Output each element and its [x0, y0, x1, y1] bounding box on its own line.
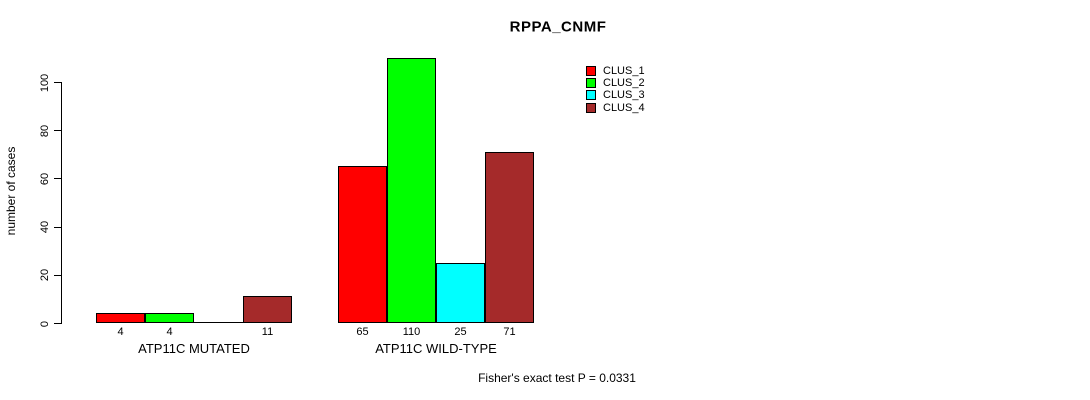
legend-swatch-icon	[586, 90, 596, 101]
y-tick	[54, 274, 61, 276]
chart-title: RPPA_CNMF	[509, 18, 607, 36]
legend-swatch-icon	[586, 66, 596, 76]
bar-clus_3-zero	[194, 322, 243, 323]
bar-value-label: 25	[454, 326, 467, 338]
y-tick-label: 40	[39, 220, 51, 234]
y-tick-label: 80	[39, 124, 51, 137]
bar-value-label: 65	[356, 326, 369, 338]
y-tick-label: 20	[39, 269, 51, 282]
annotation-text: Fisher's exact test P = 0.0331	[478, 371, 636, 385]
y-tick	[54, 323, 61, 324]
x-category-label: ATP11C WILD-TYPE	[375, 341, 497, 356]
y-tick-label: 0	[39, 320, 51, 327]
bar-value-label: 110	[402, 326, 421, 338]
bar-clus_2	[145, 313, 194, 323]
y-tick-label: 60	[39, 172, 51, 186]
bar-clus_4	[243, 296, 292, 323]
y-tick-label: 100	[39, 73, 51, 92]
y-tick	[54, 226, 61, 228]
y-tick	[54, 82, 61, 83]
legend-swatch-icon	[586, 78, 596, 89]
legend-label: CLUS_1	[603, 65, 645, 77]
bar-value-label: 4	[166, 326, 173, 338]
bar-clus_1	[96, 313, 145, 323]
y-tick	[54, 178, 61, 180]
bar-clus_2	[387, 58, 436, 323]
y-axis-line	[61, 82, 62, 324]
bar-clus_4	[485, 152, 534, 323]
y-axis-label: number of cases	[4, 146, 18, 236]
legend-swatch-icon	[586, 102, 596, 113]
bar-clus_3	[436, 263, 485, 323]
bar-value-label: 11	[261, 326, 274, 338]
x-category-label: ATP11C MUTATED	[138, 341, 250, 356]
bar-value-label: 71	[503, 326, 516, 338]
y-tick	[54, 130, 61, 132]
legend-label: CLUS_2	[603, 77, 645, 90]
legend-label: CLUS_4	[603, 101, 645, 114]
bar-value-label: 4	[117, 326, 124, 338]
legend-label: CLUS_3	[603, 89, 645, 102]
bar-clus_1	[338, 166, 387, 323]
